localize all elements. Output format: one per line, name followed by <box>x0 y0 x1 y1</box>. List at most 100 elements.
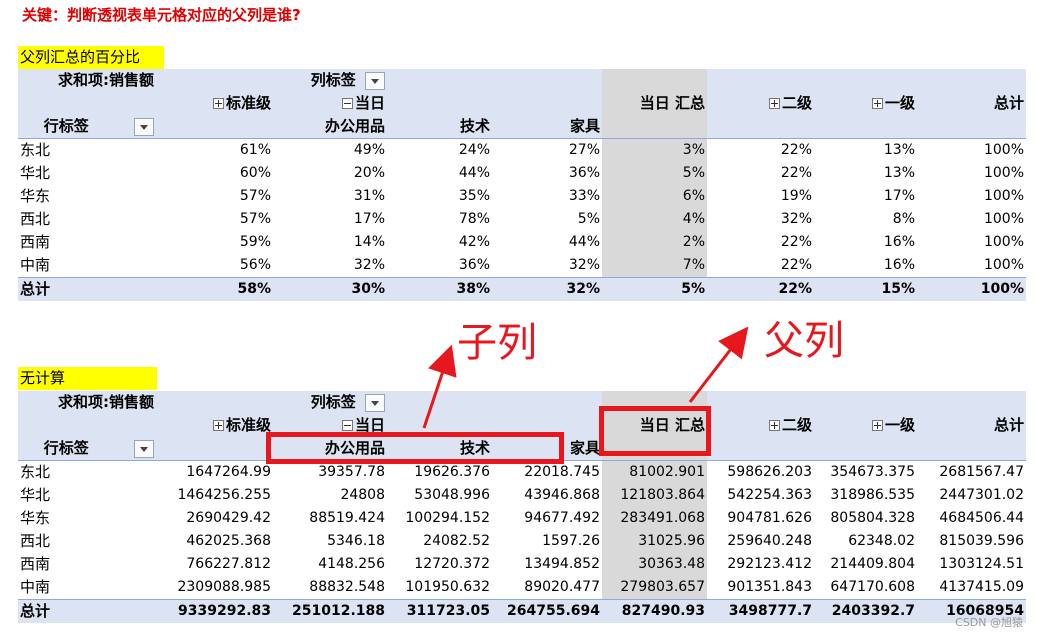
table-cell: 318986.535 <box>830 487 915 503</box>
table-cell: 8% <box>892 211 915 227</box>
table-row: 西南 766227.812 4148.256 12720.372 13494.852 30… <box>18 553 1026 576</box>
column-filter-dropdown-icon[interactable] <box>365 71 385 90</box>
table-cell: 81002.901 <box>602 460 707 484</box>
col-header-level2[interactable]: 二级 <box>707 414 814 437</box>
table-cell: 62348.02 <box>848 533 915 549</box>
col-header-furniture: 家具 <box>492 437 602 461</box>
table-cell: 901351.843 <box>727 579 812 595</box>
total-cell: 58% <box>156 277 273 301</box>
table-cell: 78% <box>458 211 490 227</box>
table-cell: 100% <box>983 142 1024 158</box>
col-header-standard[interactable]: 标准级 <box>156 414 273 437</box>
table-cell: 214409.804 <box>830 556 915 572</box>
row-label: 中南 <box>20 256 51 274</box>
table-cell: 2447301.02 <box>939 487 1024 503</box>
table-cell: 19% <box>780 188 812 204</box>
expand-icon[interactable] <box>212 98 224 109</box>
table-cell: 100% <box>983 234 1024 250</box>
table-cell: 32% <box>568 257 600 273</box>
column-labels-caption: 列标签 <box>310 71 356 89</box>
table-row: 华东 57% 31% 35% 33% 6% 19% 17% 100% <box>18 185 1026 208</box>
table-cell: 100% <box>983 257 1024 273</box>
table-cell: 22% <box>780 165 812 181</box>
col-header-standard[interactable]: 标准级 <box>156 92 273 115</box>
child-column-annotation: 子列 <box>457 320 537 366</box>
table-cell: 57% <box>239 188 271 204</box>
watermark: CSDN @旭猿 <box>955 616 1023 629</box>
table-cell: 279803.657 <box>602 576 707 600</box>
table-cell: 6% <box>602 185 707 208</box>
table-cell: 94677.492 <box>524 510 600 526</box>
row-label: 东北 <box>20 463 51 481</box>
table-cell: 4684506.44 <box>939 510 1024 526</box>
col-header-today-total: 当日 汇总 <box>602 414 707 437</box>
total-row: 总计 58% 30% 38% 32% 5% 22% 15% 100% <box>18 277 1026 301</box>
table-cell: 39357.78 <box>318 464 385 480</box>
table-cell: 1303124.51 <box>939 556 1024 572</box>
expand-icon[interactable] <box>871 420 883 431</box>
table-cell: 24% <box>458 142 490 158</box>
table-cell: 12720.372 <box>414 556 490 572</box>
table-cell: 16% <box>883 234 915 250</box>
row-label: 西北 <box>20 532 51 550</box>
table-cell: 462025.368 <box>186 533 271 549</box>
total-cell: 264755.694 <box>492 599 602 623</box>
total-cell: 2403392.7 <box>814 599 917 623</box>
table-cell: 4137415.09 <box>939 579 1024 595</box>
parent-column-highlight-box <box>599 406 711 456</box>
col-header-level1[interactable]: 一级 <box>814 92 917 115</box>
collapse-icon[interactable] <box>341 98 353 109</box>
table-row: 中南 56% 32% 36% 32% 7% 22% 16% 100% <box>18 254 1026 278</box>
table-cell: 60% <box>239 165 271 181</box>
expand-icon[interactable] <box>768 420 780 431</box>
child-column-arrow-icon <box>422 344 457 429</box>
expand-icon[interactable] <box>871 98 883 109</box>
table-cell: 2309088.985 <box>177 579 271 595</box>
expand-icon[interactable] <box>768 98 780 109</box>
table-row: 西北 462025.368 5346.18 24082.52 1597.26 31025.… <box>18 530 1026 553</box>
row-filter-dropdown-icon[interactable] <box>134 439 154 458</box>
col-header-tech: 技术 <box>387 115 492 139</box>
table-cell: 100% <box>983 211 1024 227</box>
table-cell: 17% <box>883 188 915 204</box>
total-cell: 30% <box>273 277 387 301</box>
table-cell: 1647264.99 <box>186 464 271 480</box>
table-cell: 31% <box>353 188 385 204</box>
col-header-today[interactable]: 当日 <box>273 92 387 115</box>
table-cell: 49% <box>353 142 385 158</box>
row-labels-caption: 行标签 <box>43 117 89 135</box>
total-row: 总计 9339292.83 251012.188 311723.05 264755.69… <box>18 599 1026 623</box>
table-cell: 44% <box>568 234 600 250</box>
table-cell: 805804.328 <box>830 510 915 526</box>
table-cell: 20% <box>353 165 385 181</box>
expand-icon[interactable] <box>212 420 224 431</box>
total-label: 总计 <box>18 599 156 623</box>
table-cell: 36% <box>458 257 490 273</box>
table-cell: 36% <box>568 165 600 181</box>
table-row: 华北 60% 20% 44% 36% 5% 22% 13% 100% <box>18 162 1026 185</box>
col-header-today[interactable]: 当日 <box>273 414 387 437</box>
table-cell: 32% <box>353 257 385 273</box>
collapse-icon[interactable] <box>341 420 353 431</box>
table-cell: 259640.248 <box>727 533 812 549</box>
table-cell: 17% <box>353 211 385 227</box>
table-cell: 121803.864 <box>602 484 707 507</box>
table-cell: 100% <box>983 165 1024 181</box>
total-cell: 5% <box>602 277 707 301</box>
table-cell: 22% <box>780 142 812 158</box>
table-cell: 904781.626 <box>727 510 812 526</box>
total-label: 总计 <box>18 277 156 301</box>
row-labels-caption: 行标签 <box>43 439 89 457</box>
row-label: 西南 <box>20 233 51 251</box>
col-header-level2[interactable]: 二级 <box>707 92 814 115</box>
row-filter-dropdown-icon[interactable] <box>134 117 154 136</box>
col-header-tech: 技术 <box>387 437 492 461</box>
table-cell: 88519.424 <box>309 510 385 526</box>
table-cell: 59% <box>239 234 271 250</box>
col-header-level1[interactable]: 一级 <box>814 414 917 437</box>
column-filter-dropdown-icon[interactable] <box>365 393 385 412</box>
table-cell: 283491.068 <box>602 507 707 530</box>
child-columns-highlight-box <box>266 432 564 464</box>
section-label-no-calculation: 无计算 <box>18 367 157 390</box>
